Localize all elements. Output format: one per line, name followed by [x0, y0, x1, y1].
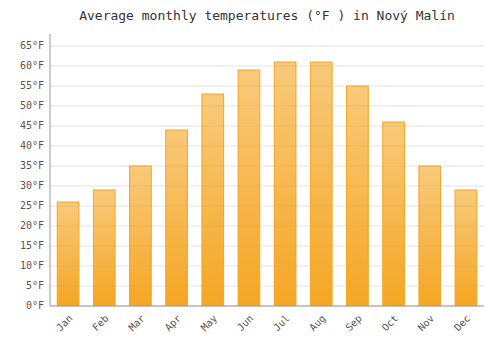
y-tick-label: 35°F — [20, 160, 44, 171]
bar — [202, 94, 224, 306]
x-tick-label: Jul — [271, 313, 292, 334]
x-tick-label: Sep — [343, 313, 364, 334]
grid — [50, 46, 484, 306]
bar — [347, 86, 369, 306]
y-tick-label: 50°F — [20, 100, 44, 111]
bar — [57, 202, 79, 306]
y-tick-label: 10°F — [20, 260, 44, 271]
x-tick-label: Nov — [416, 313, 437, 334]
y-tick-label: 60°F — [20, 60, 44, 71]
x-tick-label: Oct — [380, 313, 401, 334]
chart-svg: 0°F 5°F 10°F 15°F 20°F 25°F 30°F 35°F 40°F 45°F 50… — [0, 0, 500, 350]
bar — [274, 62, 296, 306]
x-axis: Jan Feb Mar Apr May Jun Jul Aug Sep Oct Nov Dec — [50, 306, 484, 333]
x-tick-label: Apr — [163, 313, 184, 334]
y-tick-label: 30°F — [20, 180, 44, 191]
grid-line — [50, 66, 484, 67]
y-tick-label: 25°F — [20, 200, 44, 211]
grid-line — [50, 146, 484, 147]
grid-line — [50, 86, 484, 87]
bar — [419, 166, 441, 306]
y-tick-label: 0°F — [26, 300, 44, 311]
x-tick-label: Feb — [90, 313, 111, 334]
bar — [383, 122, 405, 306]
x-tick-label: Dec — [452, 313, 473, 334]
x-tick-label: Mar — [126, 313, 147, 334]
y-tick-label: 55°F — [20, 80, 44, 91]
grid-line — [50, 126, 484, 127]
y-tick-label: 20°F — [20, 220, 44, 231]
x-axis-line — [50, 306, 484, 307]
bar — [238, 70, 260, 306]
y-tick-label: 15°F — [20, 240, 44, 251]
bar — [455, 190, 477, 306]
grid-line — [50, 106, 484, 107]
bars — [57, 62, 477, 306]
bar — [130, 166, 152, 306]
chart-container: 0°F 5°F 10°F 15°F 20°F 25°F 30°F 35°F 40°F 45°F 50… — [0, 0, 500, 350]
x-tick-label: Jan — [54, 313, 75, 334]
x-tick-label: Aug — [307, 313, 328, 334]
x-tick-label: May — [199, 313, 220, 334]
y-tick-label: 5°F — [26, 280, 44, 291]
y-tick-label: 65°F — [20, 40, 44, 51]
title: Average monthly temperatures (°F ) in No… — [79, 8, 455, 23]
y-tick-label: 40°F — [20, 140, 44, 151]
y-tick-label: 45°F — [20, 120, 44, 131]
bar — [310, 62, 332, 306]
grid-line — [50, 306, 484, 307]
x-tick-label: Jun — [235, 313, 256, 334]
bar — [166, 130, 188, 306]
bar — [93, 190, 115, 306]
grid-line — [50, 46, 484, 47]
y-axis-line — [50, 34, 51, 306]
y-axis: 0°F 5°F 10°F 15°F 20°F 25°F 30°F 35°F 40°F 45°F 50… — [20, 34, 50, 311]
